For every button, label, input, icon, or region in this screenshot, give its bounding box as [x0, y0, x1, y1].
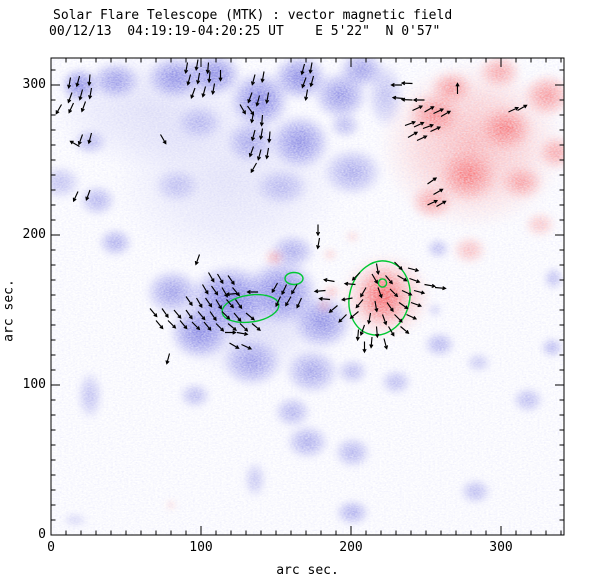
x-tick-label: 300 [489, 540, 513, 555]
vector-field-layer [55, 59, 528, 365]
x-tick-label: 100 [189, 540, 213, 555]
x-tick-label: 0 [47, 540, 55, 555]
chart-subtitle: 00/12/13 04:19:19-04:20:25 UT E 5'22" N … [49, 24, 441, 39]
y-tick-label: 0 [38, 527, 46, 542]
noise-dither-overlay [51, 58, 564, 535]
axes-frame [50, 57, 565, 536]
x-tick-label: 200 [339, 540, 363, 555]
y-tick-label: 200 [22, 227, 46, 242]
chart-title: Solar Flare Telescope (MTK) : vector mag… [53, 8, 453, 23]
y-axis-label: arc sec. [1, 279, 17, 342]
y-tick-label: 100 [22, 377, 46, 392]
y-tick-label: 300 [22, 77, 46, 92]
x-axis-label: arc sec. [276, 563, 339, 578]
